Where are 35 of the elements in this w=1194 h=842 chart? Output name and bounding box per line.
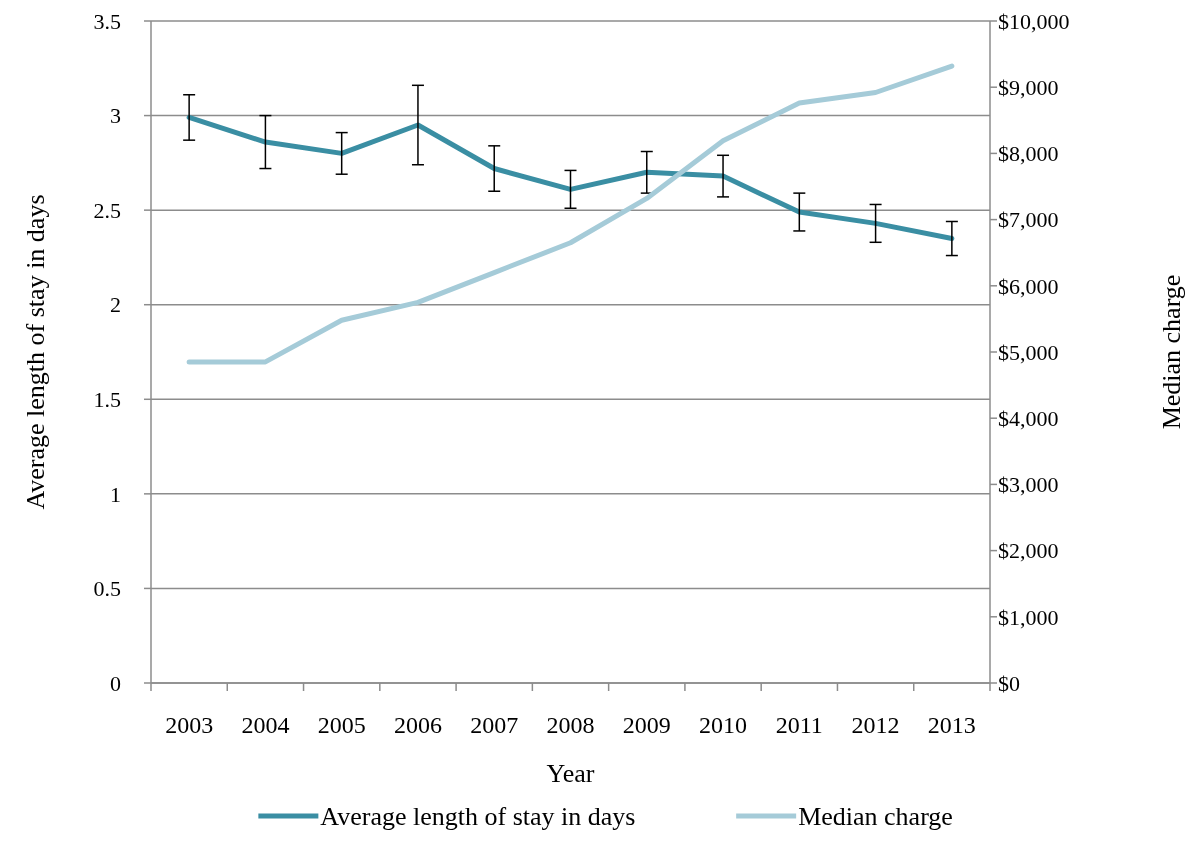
y-tick-label: 2 — [110, 292, 121, 318]
x-tick-label: 2005 — [317, 712, 366, 738]
x-tick-label: 2008 — [546, 712, 595, 738]
y-tick-label: 0 — [110, 670, 121, 696]
x-axis-title: Year — [546, 759, 595, 788]
y2-tick-label: $5,000 — [998, 339, 1059, 365]
y-tick-label: 0.5 — [93, 576, 121, 602]
y2-tick-label: $6,000 — [998, 273, 1059, 299]
y-tick-label: 3 — [110, 103, 121, 129]
y-tick-label: 2.5 — [93, 197, 121, 223]
y2-tick-label: $8,000 — [998, 141, 1059, 167]
x-tick-label: 2007 — [470, 712, 519, 738]
legend-label: Median charge — [798, 802, 953, 831]
x-tick-label: 2003 — [165, 712, 214, 738]
y2-tick-label: $3,000 — [998, 472, 1059, 498]
x-tick-label: 2004 — [241, 712, 290, 738]
x-tick-label: 2009 — [622, 712, 671, 738]
y2-tick-label: $7,000 — [998, 207, 1059, 233]
y-tick-label: 1.5 — [93, 386, 121, 412]
x-tick-label: 2012 — [851, 712, 900, 738]
y2-tick-label: $9,000 — [998, 74, 1059, 100]
y2-tick-label: $1,000 — [998, 604, 1059, 630]
y2-tick-label: $0 — [998, 670, 1020, 696]
y-axis-title: Average length of stay in days — [21, 194, 50, 510]
x-tick-label: 2006 — [393, 712, 442, 738]
y2-tick-label: $4,000 — [998, 405, 1059, 431]
y2-tick-label: $2,000 — [998, 538, 1059, 564]
x-tick-label: 2013 — [927, 712, 976, 738]
y-tick-label: 3.5 — [93, 8, 121, 34]
x-tick-label: 2010 — [699, 712, 748, 738]
x-tick-label: 2011 — [775, 712, 823, 738]
y-tick-label: 1 — [110, 481, 121, 507]
y2-axis-title: Median charge — [1157, 274, 1186, 430]
y2-tick-label: $10,000 — [998, 8, 1070, 34]
legend-label: Average length of stay in days — [320, 802, 636, 831]
